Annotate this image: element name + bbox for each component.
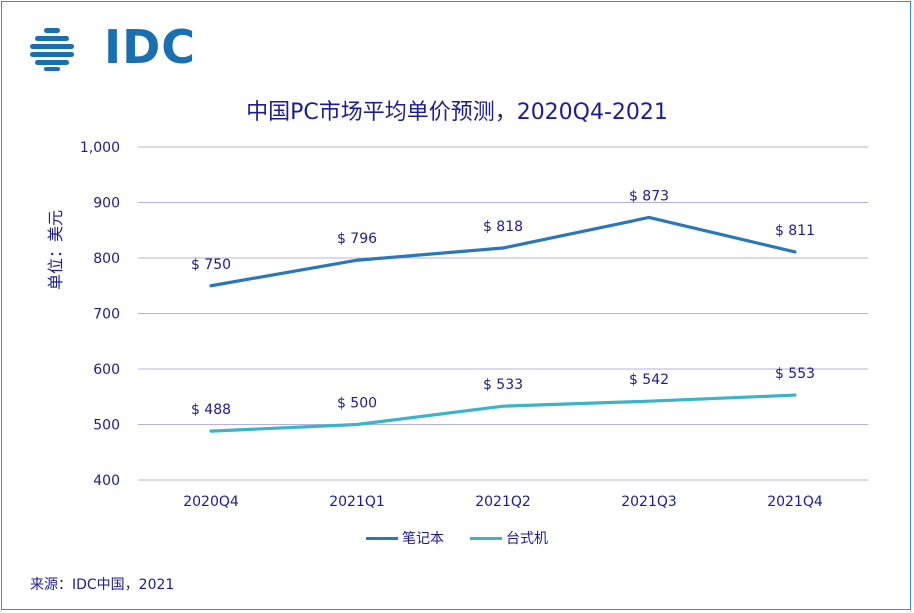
idc-logo: IDC — [28, 20, 195, 76]
y-tick-label: 500 — [93, 418, 120, 434]
y-tick-label: 400 — [93, 473, 120, 489]
data-label: $ 488 — [191, 402, 231, 418]
chart-title: 中国PC市场平均单价预测，2020Q4-2021 — [246, 100, 668, 125]
logo-text: IDC — [104, 20, 197, 74]
data-label: $ 553 — [775, 366, 815, 382]
y-tick-label: 600 — [93, 362, 120, 378]
legend-item-desktop: 台式机 — [470, 528, 548, 548]
data-label: $ 542 — [629, 372, 669, 388]
y-tick-label: 800 — [93, 251, 120, 267]
legend: 笔记本 台式机 — [0, 528, 914, 548]
data-label: $ 750 — [191, 257, 231, 273]
series-line-notebook — [209, 215, 797, 288]
x-tick-label: 2021Q2 — [475, 494, 531, 510]
legend-label-desktop: 台式机 — [506, 531, 548, 547]
legend-item-notebook: 笔记本 — [366, 528, 444, 548]
data-label: $ 811 — [775, 223, 815, 239]
legend-label-notebook: 笔记本 — [402, 531, 444, 547]
data-label: $ 873 — [629, 188, 669, 204]
y-tick-label: 700 — [93, 307, 120, 323]
series-line-desktop — [209, 393, 797, 433]
y-tick-label: 900 — [93, 196, 120, 212]
legend-swatch-desktop — [470, 536, 502, 540]
data-label: $ 533 — [483, 377, 523, 393]
x-tick-label: 2021Q1 — [329, 494, 385, 510]
x-tick-label: 2020Q4 — [183, 494, 239, 510]
globe-icon — [30, 28, 74, 71]
x-tick-label: 2021Q3 — [621, 494, 677, 510]
y-tick-label: 1,000 — [80, 140, 120, 156]
data-label: $ 796 — [337, 231, 377, 247]
data-label: $ 500 — [337, 396, 377, 412]
source-note: 来源：IDC中国，2021 — [30, 577, 175, 593]
data-label: $ 818 — [483, 219, 523, 235]
x-tick-label: 2021Q4 — [767, 494, 823, 510]
legend-swatch-notebook — [366, 536, 398, 540]
